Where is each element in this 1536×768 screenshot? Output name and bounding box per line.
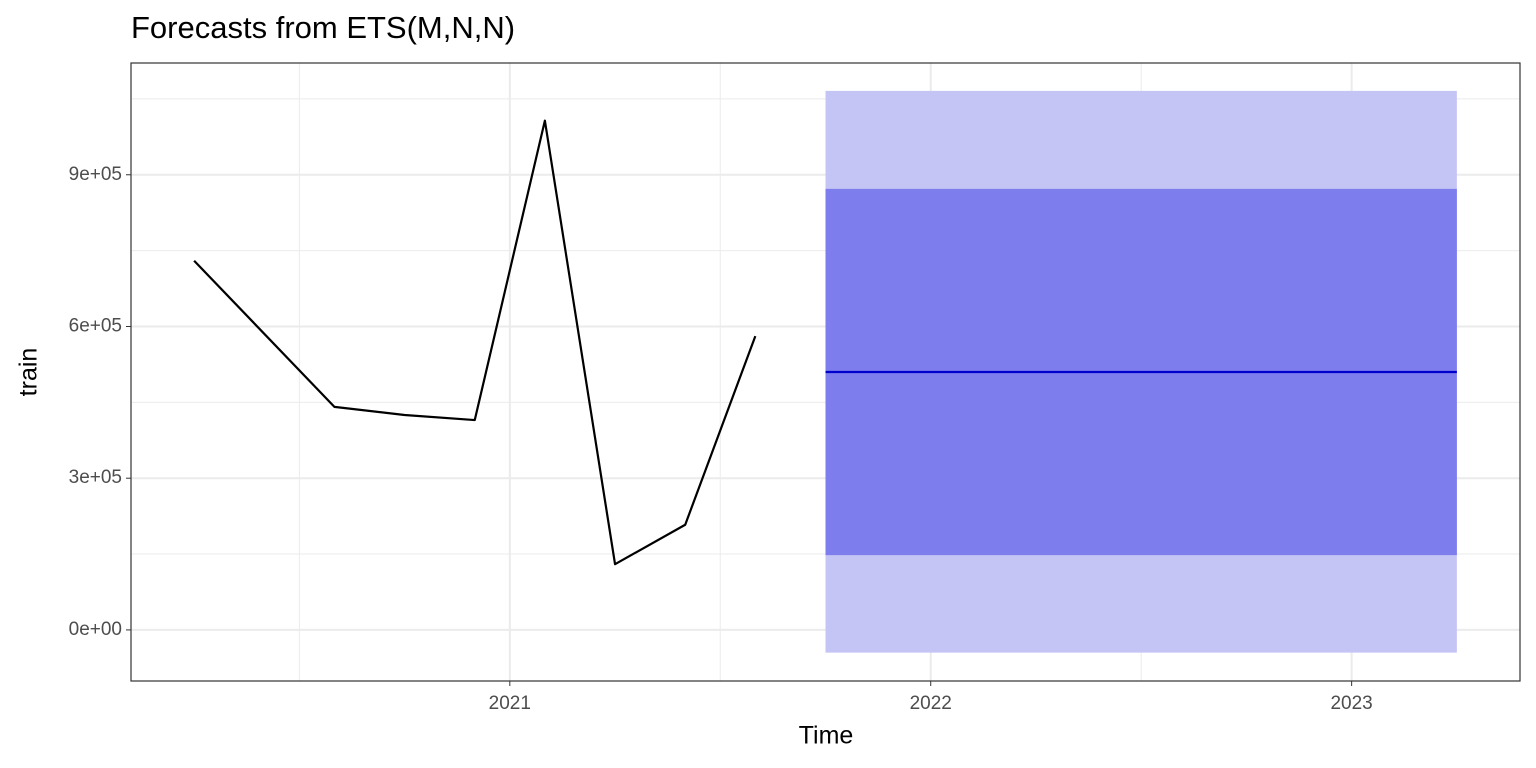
x-axis-label: Time: [799, 722, 854, 750]
x-tick-label: 2023: [1330, 693, 1372, 714]
y-tick-label: 0e+00: [69, 619, 122, 640]
observed-line: [193, 119, 757, 566]
chart-title: Forecasts from ETS(M,N,N): [131, 10, 515, 45]
y-tick-label: 6e+05: [69, 316, 122, 337]
y-tick-label: 9e+05: [69, 164, 122, 185]
panel-border: [130, 62, 1521, 682]
x-tick-label: 2022: [910, 693, 952, 714]
y-tick-label: 3e+05: [69, 467, 122, 488]
y-axis-label: train: [15, 348, 43, 397]
x-tick-label: 2021: [489, 693, 531, 714]
